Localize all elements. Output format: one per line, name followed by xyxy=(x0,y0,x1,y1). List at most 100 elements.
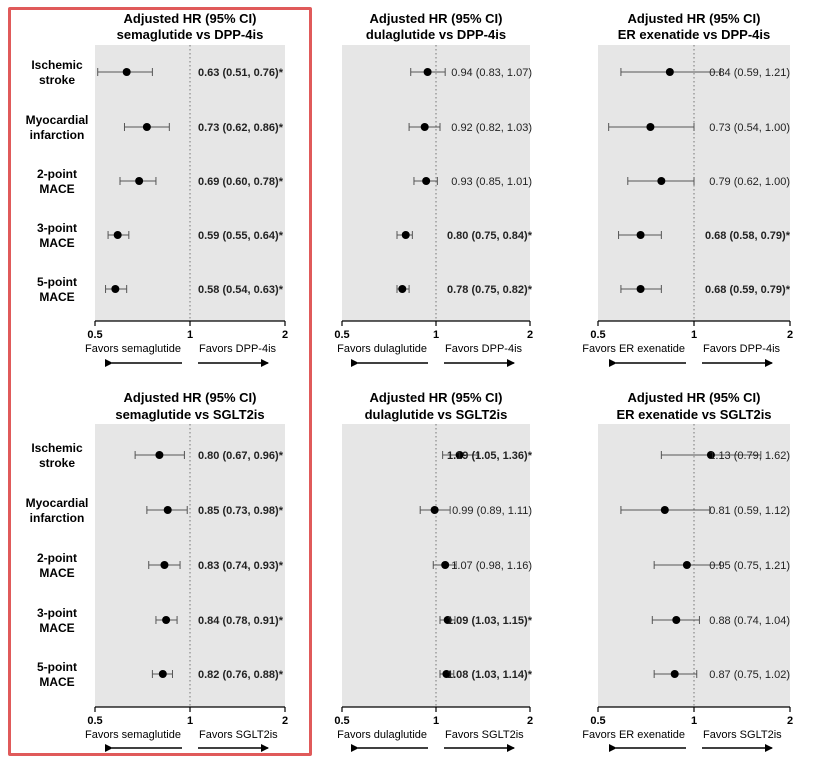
favors-left-label: Favors dulaglutide xyxy=(337,729,427,741)
hr-value-label: 0.80 (0.75, 0.84)* xyxy=(447,230,533,242)
hr-point xyxy=(636,231,645,239)
x-tick-label: 0.5 xyxy=(87,329,102,341)
outcome-label: MACE xyxy=(39,236,74,250)
hr-point xyxy=(401,231,410,239)
hr-value-label: 0.68 (0.58, 0.79)* xyxy=(705,230,791,242)
x-tick-label: 0.5 xyxy=(87,715,102,727)
favors-left-label: Favors ER exenatide xyxy=(582,729,685,741)
outcome-label: Ischemic xyxy=(31,58,83,72)
hr-point xyxy=(441,561,450,569)
hr-value-label: 0.99 (0.89, 1.11) xyxy=(452,505,532,517)
hr-point xyxy=(423,68,432,76)
hr-value-label: 0.84 (0.78, 0.91)* xyxy=(198,615,284,627)
x-tick-label: 1 xyxy=(433,329,439,341)
hr-value-label: 1.09 (1.03, 1.15)* xyxy=(447,615,533,627)
hr-value-label: 0.88 (0.74, 1.04) xyxy=(709,615,790,627)
x-tick-label: 2 xyxy=(282,715,288,727)
hr-value-label: 0.92 (0.82, 1.03) xyxy=(451,122,532,134)
outcome-label: 5-point xyxy=(37,275,77,289)
x-tick-label: 0.5 xyxy=(334,329,349,341)
hr-value-label: 0.93 (0.85, 1.01) xyxy=(451,176,532,188)
chart-title: Adjusted HR (95% CI) xyxy=(370,11,503,26)
outcome-label: infarction xyxy=(30,511,85,525)
outcome-label: infarction xyxy=(30,128,85,142)
chart-title: Adjusted HR (95% CI) xyxy=(370,390,503,405)
hr-point xyxy=(455,451,464,459)
hr-point xyxy=(430,506,439,514)
chart-subtitle: ER exenatide vs DPP-4is xyxy=(618,27,770,42)
outcome-label: stroke xyxy=(39,73,75,87)
outcome-label: 2-point xyxy=(37,551,77,565)
hr-point xyxy=(422,177,431,185)
hr-value-label: 0.87 (0.75, 1.02) xyxy=(709,669,790,681)
favors-right-label: Favors DPP-4is xyxy=(445,343,523,355)
favors-right-label: Favors SGLT2is xyxy=(703,729,782,741)
chart-title: Adjusted HR (95% CI) xyxy=(124,11,257,26)
hr-value-label: 1.07 (0.98, 1.16) xyxy=(451,560,532,572)
hr-point xyxy=(162,616,171,624)
outcome-label: 3-point xyxy=(37,606,77,620)
hr-value-label: 0.78 (0.75, 0.82)* xyxy=(447,284,533,296)
hr-point xyxy=(163,506,172,514)
hr-point xyxy=(670,670,679,678)
hr-point xyxy=(646,123,655,131)
outcome-label: 5-point xyxy=(37,660,77,674)
hr-point xyxy=(672,616,681,624)
hr-value-label: 0.73 (0.62, 0.86)* xyxy=(198,122,284,134)
hr-point xyxy=(160,561,169,569)
chart-subtitle: dulaglutide vs SGLT2is xyxy=(365,407,508,422)
hr-value-label: 0.83 (0.74, 0.93)* xyxy=(198,560,284,572)
hr-point xyxy=(155,451,164,459)
hr-value-label: 0.68 (0.59, 0.79)* xyxy=(705,284,791,296)
hr-value-label: 0.84 (0.59, 1.21) xyxy=(709,67,790,79)
x-tick-label: 2 xyxy=(282,329,288,341)
outcome-label: MACE xyxy=(39,675,74,689)
chart-title: Adjusted HR (95% CI) xyxy=(628,11,761,26)
hr-point xyxy=(665,68,674,76)
chart-title: Adjusted HR (95% CI) xyxy=(124,390,257,405)
x-tick-label: 1 xyxy=(691,329,697,341)
x-tick-label: 1 xyxy=(187,715,193,727)
outcome-label: Ischemic xyxy=(31,441,83,455)
hr-point xyxy=(682,561,691,569)
hr-point xyxy=(442,670,451,678)
hr-point xyxy=(113,231,122,239)
x-tick-label: 0.5 xyxy=(334,715,349,727)
x-tick-label: 1 xyxy=(187,329,193,341)
hr-value-label: 0.73 (0.54, 1.00) xyxy=(709,122,790,134)
hr-point xyxy=(636,285,645,293)
x-tick-label: 2 xyxy=(787,329,793,341)
chart-subtitle: semaglutide vs DPP-4is xyxy=(117,27,264,42)
hr-value-label: 0.63 (0.51, 0.76)* xyxy=(198,67,284,79)
hr-point xyxy=(122,68,131,76)
outcome-label: MACE xyxy=(39,566,74,580)
hr-value-label: 1.13 (0.79, 1.62) xyxy=(709,450,790,462)
hr-point xyxy=(398,285,407,293)
hr-point xyxy=(660,506,669,514)
hr-point xyxy=(158,670,167,678)
hr-point xyxy=(706,451,715,459)
outcome-label: MACE xyxy=(39,290,74,304)
hr-value-label: 0.82 (0.76, 0.88)* xyxy=(198,669,284,681)
chart-subtitle: dulaglutide vs DPP-4is xyxy=(366,27,506,42)
x-tick-label: 2 xyxy=(527,715,533,727)
outcome-label: stroke xyxy=(39,456,75,470)
favors-left-label: Favors ER exenatide xyxy=(582,343,685,355)
hr-point xyxy=(111,285,120,293)
favors-left-label: Favors semaglutide xyxy=(85,729,181,741)
hr-value-label: 0.85 (0.73, 0.98)* xyxy=(198,505,284,517)
favors-left-label: Favors semaglutide xyxy=(85,343,181,355)
hr-point xyxy=(135,177,144,185)
favors-right-label: Favors DPP-4is xyxy=(703,343,781,355)
hr-value-label: 0.81 (0.59, 1.12) xyxy=(709,505,790,517)
outcome-label: 2-point xyxy=(37,167,77,181)
hr-point xyxy=(443,616,452,624)
plot-background xyxy=(342,45,530,321)
plot-background xyxy=(95,45,285,321)
hr-value-label: 1.19 (1.05, 1.36)* xyxy=(447,450,533,462)
outcome-label: MACE xyxy=(39,182,74,196)
favors-right-label: Favors DPP-4is xyxy=(199,343,277,355)
favors-right-label: Favors SGLT2is xyxy=(445,729,524,741)
